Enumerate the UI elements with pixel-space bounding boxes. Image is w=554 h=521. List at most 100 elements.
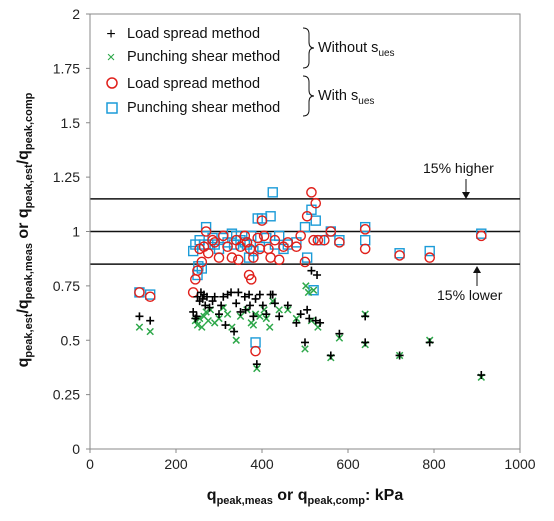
data-point-x: [266, 323, 274, 331]
data-point-circle: [248, 252, 259, 263]
data-point-plus: [249, 312, 258, 321]
legend-item-punching-without: × Punching shear method: [107, 49, 281, 66]
data-point-x: [304, 288, 313, 297]
legend-item-punching-with: Punching shear method: [106, 100, 280, 116]
data-point-circle: [222, 241, 233, 253]
legend-group-with: With sues: [318, 88, 374, 107]
annotation-lower-arrowhead: [473, 266, 481, 273]
y-title-s1: peak,est: [23, 313, 35, 357]
data-point-circle: [200, 226, 212, 237]
data-point-plus: [258, 301, 267, 310]
data-point-square: [250, 337, 261, 348]
data-point-plus: [255, 290, 264, 299]
series-x: [135, 282, 486, 381]
y-title-p4: /q: [15, 150, 32, 164]
y-title-s4: peak,comp: [23, 92, 35, 150]
legend-label: Punching shear method: [127, 100, 280, 116]
x-tick-label: 800: [422, 456, 446, 472]
data-point-circle: [207, 234, 218, 246]
data-point-circle: [226, 252, 238, 263]
legend: + Load spread method × Punching shear me…: [106, 26, 395, 117]
data-point-circle: [308, 234, 319, 246]
data-point-circle: [291, 241, 302, 253]
data-point-x: [198, 323, 206, 331]
series-plus: [135, 266, 486, 380]
legend-group-without-sub: ues: [378, 48, 394, 59]
data-point-circle: [241, 237, 253, 248]
data-point-plus: [232, 299, 241, 308]
data-point-circle: [312, 234, 324, 246]
data-point-plus: [268, 290, 277, 299]
data-point-square: [476, 228, 487, 239]
data-point-plus: [221, 321, 230, 330]
data-point-plus: [189, 307, 198, 316]
data-point-circle: [202, 247, 214, 259]
data-point-x: [236, 312, 245, 321]
legend-marker-x: ×: [107, 49, 116, 66]
data-point-x: [309, 286, 318, 294]
data-point-x: [223, 310, 232, 318]
y-title-s2: peak,meas: [23, 243, 35, 299]
data-point-circle: [424, 252, 436, 263]
series-circle: [134, 187, 487, 357]
data-point-circle: [325, 226, 337, 237]
data-point-circle: [359, 224, 371, 235]
data-point-square: [306, 204, 317, 215]
data-point-x: [215, 314, 223, 323]
legend-group-with-text: With s: [318, 88, 358, 104]
x-tick-label: 1000: [504, 456, 535, 472]
data-point-circle: [256, 215, 268, 226]
data-point-circle: [245, 274, 257, 285]
data-point-plus: [316, 318, 325, 327]
data-point-x: [256, 312, 264, 321]
tick-labels: 0 200 400 600 800 1000 0 0.25 0.5 0.75 1 1.25 1.5 1.7…: [53, 6, 536, 472]
data-point-square: [310, 215, 321, 226]
data-point-plus: [311, 316, 320, 325]
legend-brace-without: [302, 27, 315, 69]
data-point-square: [267, 187, 278, 198]
legend-brace-with: [302, 75, 315, 117]
data-point-plus: [292, 318, 301, 327]
data-point-circle: [299, 256, 311, 268]
legend-group-without: Without sues: [318, 40, 395, 59]
data-point-square: [360, 221, 371, 233]
annotation-15-higher: 15% higher: [423, 160, 494, 176]
data-point-plus: [219, 292, 228, 301]
y-tick-label: 0: [72, 441, 80, 457]
data-point-plus: [227, 288, 236, 297]
data-point-plus: [230, 327, 239, 336]
data-point-square: [360, 234, 371, 246]
data-point-plus: [236, 307, 245, 316]
y-tick-label: 0.75: [53, 278, 80, 294]
legend-marker-plus: +: [106, 26, 115, 43]
data-point-circle: [187, 287, 199, 298]
data-point-x: [202, 308, 210, 316]
data-point-plus: [425, 338, 434, 347]
data-point-circle: [334, 237, 345, 248]
data-point-plus: [198, 294, 207, 303]
y-tick-label: 0.5: [61, 332, 81, 348]
x-title-sub2: peak,comp: [308, 495, 366, 507]
x-title-tail: : kPa: [365, 487, 403, 504]
data-point-plus: [251, 294, 260, 303]
y-tick-label: 1.5: [61, 115, 81, 131]
data-point-plus: [262, 310, 271, 319]
data-point-x: [284, 306, 292, 314]
legend-label: Load spread method: [127, 76, 260, 92]
data-point-plus: [395, 351, 404, 360]
x-tick-label: 600: [336, 456, 360, 472]
data-point-circle: [359, 243, 371, 255]
data-point-x: [275, 306, 283, 314]
data-point-circle: [196, 256, 208, 268]
data-point-circle: [239, 230, 251, 242]
data-point-square: [308, 285, 319, 296]
y-tick-label: 1.75: [53, 60, 80, 76]
data-point-circle: [252, 232, 264, 244]
data-point-square: [394, 248, 405, 259]
x-title-mid: or q: [273, 487, 308, 504]
data-point-plus: [326, 351, 335, 360]
data-point-plus: [215, 310, 223, 319]
data-point-circle: [233, 254, 244, 266]
legend-marker-square: [106, 102, 118, 114]
